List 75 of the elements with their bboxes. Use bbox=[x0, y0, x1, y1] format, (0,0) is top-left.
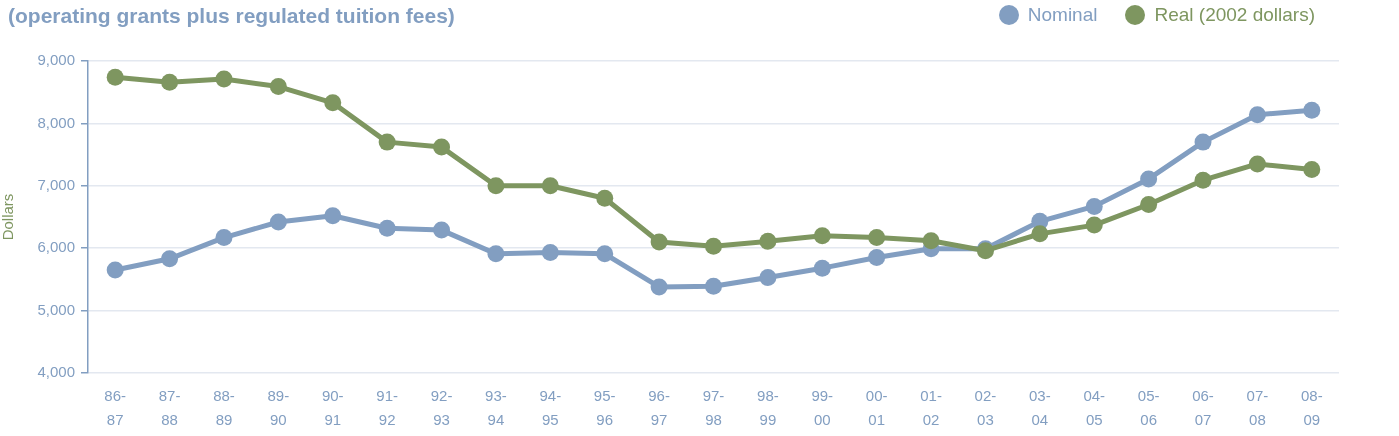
y-tick-label: 4,000 bbox=[37, 363, 75, 381]
point bbox=[705, 237, 722, 255]
point bbox=[1031, 225, 1049, 243]
x-tick-label: 93-94 bbox=[485, 387, 507, 429]
point bbox=[269, 78, 287, 96]
point bbox=[433, 221, 451, 239]
x-tick-label: 89-90 bbox=[267, 387, 290, 429]
x-tick-label: 07-08 bbox=[1246, 387, 1269, 429]
point bbox=[1140, 170, 1158, 188]
x-tick-label: 98-99 bbox=[757, 387, 779, 429]
legend-label: Real (2002 dollars) bbox=[1154, 4, 1315, 26]
x-tick-label: 03-04 bbox=[1029, 387, 1051, 429]
point bbox=[324, 94, 342, 112]
point bbox=[1248, 155, 1266, 173]
x-tick-label: 05-06 bbox=[1137, 387, 1160, 429]
x-tick-label: 99-00 bbox=[811, 387, 834, 429]
x-tick-label: 94-95 bbox=[539, 387, 562, 429]
point bbox=[487, 245, 505, 263]
point bbox=[541, 244, 559, 262]
x-tick-label: 04-05 bbox=[1083, 387, 1106, 429]
point bbox=[433, 138, 451, 156]
point bbox=[269, 213, 287, 231]
point bbox=[813, 227, 831, 245]
point bbox=[922, 232, 940, 250]
legend-label: Nominal bbox=[1027, 4, 1098, 26]
point bbox=[324, 207, 342, 225]
point bbox=[161, 250, 179, 268]
y-tick-label: 9,000 bbox=[37, 51, 75, 69]
point bbox=[1085, 197, 1103, 215]
y-tick-label: 8,000 bbox=[37, 113, 75, 131]
point bbox=[541, 177, 559, 195]
x-tick-label: 86-87 bbox=[104, 387, 127, 429]
point bbox=[650, 278, 668, 296]
point bbox=[1194, 133, 1212, 151]
x-tick-label: 95-96 bbox=[593, 387, 616, 429]
point bbox=[215, 70, 233, 88]
x-tick-label: 06-07 bbox=[1192, 387, 1214, 429]
point bbox=[596, 245, 614, 263]
point bbox=[1194, 171, 1212, 189]
y-tick-label: 7,000 bbox=[37, 175, 75, 193]
point bbox=[161, 73, 179, 91]
point bbox=[1303, 161, 1321, 179]
x-tick-label: 92-93 bbox=[430, 387, 453, 429]
point bbox=[215, 229, 233, 247]
point bbox=[705, 277, 722, 295]
point bbox=[1248, 106, 1266, 124]
x-tick-label: 01-02 bbox=[920, 387, 942, 429]
y-axis-title: Dollars bbox=[0, 193, 17, 241]
point bbox=[596, 189, 614, 207]
point bbox=[759, 232, 777, 250]
point bbox=[487, 177, 505, 195]
x-tick-label: 91-92 bbox=[376, 387, 398, 429]
x-tick-label: 02-03 bbox=[974, 387, 997, 429]
point bbox=[378, 219, 396, 237]
y-tick-label: 6,000 bbox=[37, 238, 75, 256]
point bbox=[1140, 196, 1158, 214]
point bbox=[868, 249, 886, 267]
point bbox=[106, 261, 124, 279]
x-tick-label: 00-01 bbox=[865, 387, 888, 429]
x-tick-label: 88-89 bbox=[213, 387, 235, 429]
point bbox=[868, 229, 886, 247]
x-tick-label: 87-88 bbox=[158, 387, 181, 429]
point bbox=[106, 68, 124, 86]
y-tick-label: 5,000 bbox=[37, 300, 75, 318]
point bbox=[759, 269, 777, 287]
x-tick-label: 96-97 bbox=[648, 387, 670, 429]
point bbox=[378, 133, 396, 151]
x-tick-label: 90-91 bbox=[321, 387, 344, 429]
point bbox=[813, 259, 831, 277]
x-tick-label: 97-98 bbox=[702, 387, 725, 429]
x-tick-label: 08-09 bbox=[1300, 387, 1323, 429]
point bbox=[650, 233, 668, 251]
point bbox=[1085, 216, 1103, 234]
chart-title: (operating grants plus regulated tuition fees) bbox=[8, 4, 455, 28]
point bbox=[1303, 101, 1321, 119]
